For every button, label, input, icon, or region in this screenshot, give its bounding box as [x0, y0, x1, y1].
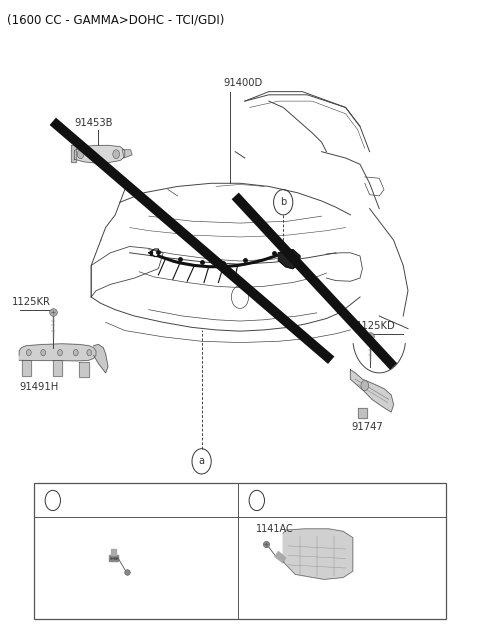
Text: (1600 CC - GAMMA>DOHC - TCI/GDI): (1600 CC - GAMMA>DOHC - TCI/GDI)	[7, 14, 225, 27]
Text: b: b	[254, 496, 260, 505]
Circle shape	[77, 150, 84, 159]
Text: 91747: 91747	[352, 422, 384, 432]
Polygon shape	[358, 408, 367, 418]
Polygon shape	[283, 529, 353, 580]
Circle shape	[73, 349, 78, 356]
Polygon shape	[79, 362, 89, 377]
Text: 91453B: 91453B	[74, 118, 113, 128]
Polygon shape	[278, 250, 300, 269]
Polygon shape	[19, 344, 96, 361]
Polygon shape	[122, 150, 132, 158]
Polygon shape	[74, 145, 125, 163]
Circle shape	[361, 380, 369, 391]
Text: 1125KR: 1125KR	[12, 296, 51, 307]
Text: 1141AC: 1141AC	[256, 524, 294, 534]
Text: 91491H: 91491H	[19, 382, 59, 392]
Text: 91234A: 91234A	[112, 597, 149, 607]
Circle shape	[41, 349, 46, 356]
Polygon shape	[350, 370, 394, 412]
Polygon shape	[111, 549, 116, 554]
Polygon shape	[109, 554, 118, 561]
Text: a: a	[199, 456, 204, 466]
Circle shape	[113, 150, 120, 159]
Text: b: b	[280, 197, 287, 207]
Polygon shape	[22, 360, 31, 376]
Circle shape	[87, 349, 92, 356]
Polygon shape	[71, 145, 76, 162]
Circle shape	[58, 349, 62, 356]
Polygon shape	[53, 360, 62, 376]
Text: 1125KD: 1125KD	[356, 321, 396, 331]
Polygon shape	[275, 552, 286, 563]
Text: a: a	[50, 496, 56, 505]
Polygon shape	[94, 344, 108, 373]
Text: 91400D: 91400D	[223, 78, 263, 88]
Bar	[34, 483, 446, 619]
Circle shape	[26, 349, 31, 356]
